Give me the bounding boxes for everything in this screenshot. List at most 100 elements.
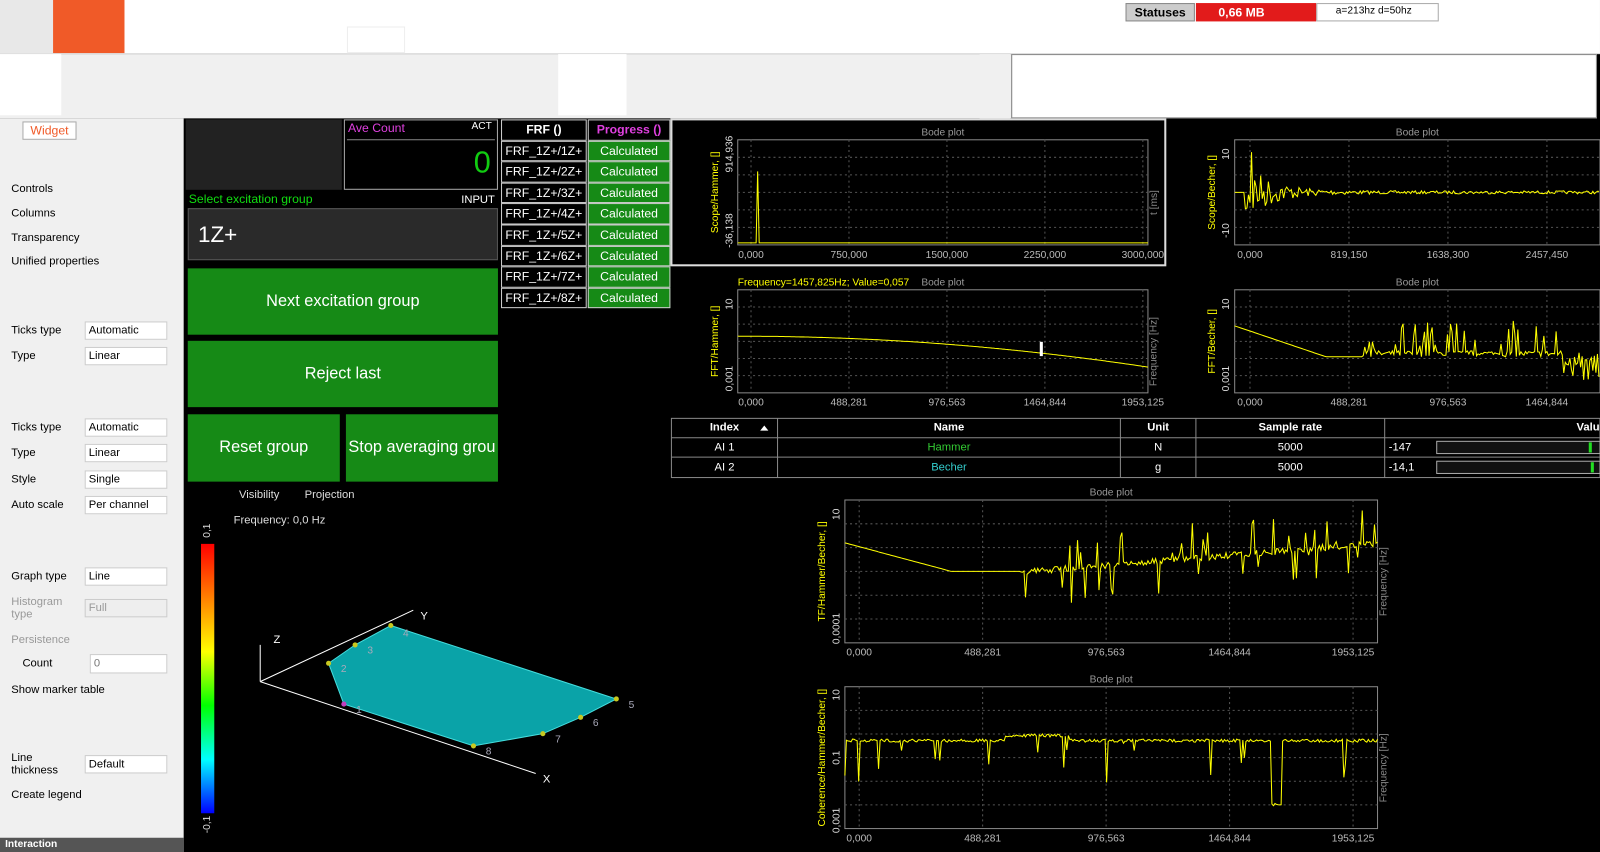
- y-tick-label: 10: [831, 689, 842, 701]
- y-axis-label: Scope/Hammer, []: [710, 151, 721, 233]
- sidebar-tab[interactable]: Widget: [22, 121, 77, 140]
- x-tick-label: 976,563: [1088, 833, 1125, 844]
- dropdown[interactable]: Automatic: [84, 321, 168, 340]
- tab-measure-bg[interactable]: [53, 0, 125, 54]
- plot-area: [1234, 139, 1600, 246]
- x-tick-label: 976,563: [1088, 648, 1125, 659]
- table-cell: Hammer: [927, 441, 970, 453]
- node: [470, 743, 477, 749]
- dropdown[interactable]: Automatic: [84, 418, 168, 437]
- y-axis-label: Scope/Becher, []: [1207, 155, 1218, 230]
- frf-cell: FRF_1Z+/3Z+: [501, 182, 587, 204]
- row-label: Type: [11, 349, 36, 363]
- x-tick-label: 1464,844: [1208, 833, 1251, 844]
- frf-cell: FRF_1Z+/6Z+: [501, 245, 587, 267]
- table-cell: AI 2: [714, 461, 734, 473]
- x-tick-label: 0,000: [738, 398, 764, 409]
- x-tick-label: 819,150: [1331, 250, 1368, 261]
- trace: [844, 733, 1378, 807]
- dropdown[interactable]: Single: [84, 470, 168, 489]
- trace: [737, 335, 1149, 368]
- action-button[interactable]: Next excitation group: [187, 268, 498, 335]
- trace: [1234, 152, 1600, 210]
- x-tick-label: 1638,300: [1427, 250, 1470, 261]
- node-label: 5: [629, 700, 635, 711]
- table-cell: 5000: [1278, 461, 1303, 473]
- y-tick-label: 10: [831, 508, 842, 520]
- notes-box: [1011, 54, 1597, 119]
- logo: [0, 0, 54, 54]
- row-label: Show marker table: [11, 683, 105, 696]
- row-label: Style: [11, 473, 37, 486]
- frf-cell: FRF_1Z+/7Z+: [501, 266, 587, 288]
- dropdown[interactable]: Linear: [84, 443, 168, 463]
- node: [341, 701, 347, 707]
- statuses-button[interactable]: Statuses: [1125, 3, 1195, 22]
- x-tick-label: 488,281: [1331, 398, 1368, 409]
- x-tick-label: 1953,125: [1332, 833, 1375, 844]
- y-tick-label: 10: [724, 298, 735, 310]
- dropdown[interactable]: Line: [84, 567, 168, 586]
- table-header: Name: [934, 422, 965, 434]
- dropdown[interactable]: Per channel: [84, 495, 168, 515]
- dropdown[interactable]: Linear: [84, 346, 168, 366]
- y-tick-label: 0,1: [831, 750, 842, 764]
- frf-cell: FRF_1Z+/4Z+: [501, 203, 587, 225]
- axis-label: X: [543, 774, 551, 786]
- x-tick-label: 488,281: [964, 833, 1001, 844]
- row-label: Columns: [11, 207, 56, 220]
- input-label: INPUT: [461, 194, 495, 206]
- frf-header: FRF (): [501, 119, 587, 141]
- row-label: Histogram type: [11, 595, 63, 621]
- trace: [1234, 320, 1600, 380]
- frf-cell: Calculated: [587, 224, 671, 246]
- store-bg: [0, 54, 62, 116]
- x-tick-label: 1953,125: [1122, 398, 1165, 409]
- node: [540, 731, 546, 737]
- frf-cell: Calculated: [587, 182, 671, 204]
- node-label: 1: [356, 705, 362, 716]
- y-axis-label: FFT/Hammer, []: [710, 305, 721, 376]
- x-tick-label: 0,000: [1237, 398, 1263, 409]
- x-tick-label: 1500,000: [926, 250, 969, 261]
- x-tick-label: 1464,844: [1208, 648, 1251, 659]
- frf-cell: Calculated: [587, 287, 671, 309]
- y-axis-label: Coherence/Hammer/Becher, []: [817, 689, 828, 827]
- group-select[interactable]: 1Z+: [187, 208, 498, 261]
- text-input[interactable]: 0: [89, 654, 168, 674]
- x-axis-label: Frequency [Hz]: [1378, 547, 1389, 616]
- row-label: Type: [11, 446, 36, 460]
- y-tick-label: 10: [1221, 298, 1232, 310]
- action-button[interactable]: Stop averaging grou: [345, 414, 498, 482]
- action-button[interactable]: Reset group: [187, 414, 340, 482]
- trace: [844, 510, 1378, 603]
- x-tick-label: 2250,000: [1024, 250, 1067, 261]
- act-label: ACT: [471, 121, 491, 132]
- x-axis-label: t [ms]: [1149, 190, 1160, 215]
- value-bar: [1436, 440, 1600, 455]
- table-cell: N: [1154, 441, 1162, 453]
- colorbar: [201, 543, 215, 814]
- table-cell: -147: [1389, 441, 1411, 453]
- axes: [259, 609, 536, 774]
- dropdown[interactable]: Default: [84, 755, 168, 774]
- row-label: Ticks type: [11, 421, 62, 434]
- row-label: Unified properties: [11, 255, 100, 268]
- y-tick-label: -36,138: [724, 213, 735, 248]
- y-axis-label: FFT/Becher, []: [1207, 309, 1218, 374]
- y-tick-label: 0,001: [724, 365, 735, 391]
- frf-cell: FRF_1Z+/1Z+: [501, 140, 587, 162]
- x-axis-label: Frequency [Hz]: [1149, 317, 1160, 386]
- frf-cell: FRF_1Z+/2Z+: [501, 161, 587, 183]
- frf-header: Progress (): [587, 119, 671, 141]
- x-tick-label: 976,563: [929, 398, 966, 409]
- node-label: 7: [555, 734, 561, 745]
- dropdown: Full: [84, 598, 168, 618]
- colorbar-min: -0,1: [202, 815, 213, 833]
- toolbar-right: [979, 54, 1012, 119]
- x-tick-label: 3000,000: [1122, 250, 1165, 261]
- action-button[interactable]: Reject last: [187, 340, 498, 408]
- value-bar: [1436, 460, 1600, 474]
- table-header: Sample rate: [1258, 422, 1322, 434]
